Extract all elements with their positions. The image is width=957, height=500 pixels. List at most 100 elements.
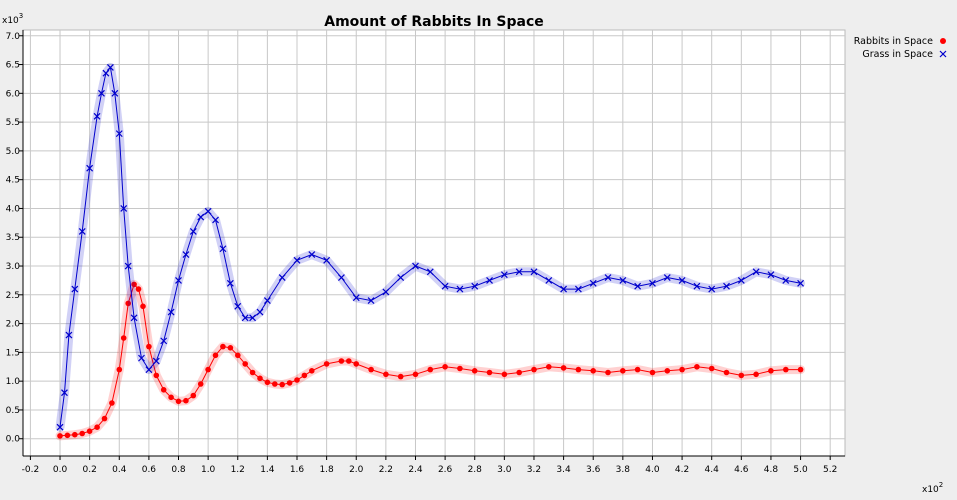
x-tick-label: -0.2: [22, 465, 40, 475]
data-point: [109, 400, 115, 406]
data-point: [783, 366, 789, 373]
data-point: [560, 365, 567, 371]
x-tick-label: 3.8: [616, 465, 631, 475]
series-layer: [55, 62, 806, 441]
data-point: [620, 368, 626, 374]
y-tick-label: 3.0: [6, 262, 21, 272]
x-tick-label: 2.6: [438, 465, 453, 475]
data-point: [61, 389, 68, 397]
legend: Rabbits in Space Grass in Space: [854, 36, 947, 60]
data-point: [397, 373, 404, 380]
data-point: [131, 281, 137, 288]
x-tick-label: 2.4: [408, 465, 423, 475]
data-point: [530, 268, 538, 276]
data-point: [120, 205, 128, 212]
x-tick-label: 1.6: [290, 465, 305, 475]
data-point: [575, 366, 582, 373]
x-tick-label: 4.4: [705, 465, 720, 475]
data-point: [71, 285, 79, 293]
data-point: [634, 282, 642, 290]
x-tick-label: 4.6: [734, 465, 749, 475]
data-point: [242, 361, 248, 367]
data-point: [160, 337, 168, 345]
x-multiplier-label: x102: [922, 481, 943, 495]
data-point: [56, 423, 64, 431]
y-tick-label: 3.5: [6, 233, 20, 243]
data-point: [338, 358, 345, 364]
data-point: [256, 308, 264, 316]
x-tick-label: 0.4: [112, 465, 127, 475]
data-point: [456, 285, 464, 293]
x-tick-label: 2.0: [349, 465, 364, 475]
data-point: [65, 331, 73, 339]
data-point: [78, 228, 86, 235]
x-tick-label: 5.0: [793, 465, 808, 475]
legend-marker-grass: [939, 50, 947, 58]
x-tick-label: 0.2: [82, 465, 96, 475]
data-point: [294, 377, 300, 383]
data-point: [664, 368, 671, 374]
x-tick-label: 2.8: [468, 465, 483, 475]
data-point: [368, 366, 374, 373]
data-point: [86, 428, 93, 435]
x-tick-label: 3.6: [586, 465, 601, 475]
data-point: [153, 372, 160, 379]
y-tick-label: 1.0: [6, 377, 21, 387]
data-point: [152, 357, 160, 365]
series-rabbits: [55, 279, 806, 441]
data-point: [426, 268, 434, 276]
data-point: [220, 343, 226, 350]
data-point: [226, 279, 234, 287]
data-point: [183, 397, 189, 404]
y-tick-label: 5.5: [6, 118, 20, 128]
data-point: [353, 361, 360, 367]
x-tick-label: 2.2: [379, 465, 393, 475]
data-point: [278, 274, 286, 281]
x-tick-label: 4.2: [675, 465, 689, 475]
data-point: [679, 366, 685, 373]
data-point: [619, 276, 627, 284]
data-point: [227, 345, 234, 351]
data-point: [212, 216, 219, 224]
data-point: [531, 366, 537, 373]
legend-label-rabbits: Rabbits in Space: [854, 36, 933, 47]
data-point: [301, 372, 308, 379]
data-point: [130, 314, 138, 322]
data-point: [205, 366, 211, 373]
data-point: [500, 271, 508, 279]
data-point: [797, 366, 804, 373]
data-point: [234, 302, 242, 310]
x-tick-label: 1.2: [231, 465, 245, 475]
data-point: [72, 431, 78, 438]
data-point: [101, 415, 108, 422]
data-point: [111, 89, 119, 97]
data-point: [168, 394, 174, 401]
data-point: [124, 262, 132, 270]
x-tick-label: 3.0: [497, 465, 512, 475]
data-point: [309, 368, 315, 374]
data-point: [605, 369, 611, 376]
data-point: [167, 308, 175, 316]
x-tick-label: 1.0: [201, 465, 216, 475]
data-point: [723, 282, 730, 290]
data-point: [189, 228, 197, 235]
data-point: [486, 276, 493, 284]
data-point: [135, 286, 142, 292]
data-point: [57, 433, 63, 439]
data-point: [471, 282, 479, 290]
data-point: [197, 381, 204, 387]
data-point: [515, 268, 523, 276]
data-point: [649, 369, 656, 376]
data-point: [693, 282, 701, 290]
data-point: [604, 274, 612, 281]
data-point: [574, 285, 582, 293]
data-point: [346, 358, 352, 364]
data-point: [79, 430, 85, 437]
series-grass: [55, 62, 806, 432]
data-point: [249, 369, 256, 376]
data-point: [64, 432, 71, 439]
y-multiplier-label: x103: [2, 12, 23, 26]
y-tick-label: 4.0: [6, 204, 21, 214]
data-point: [383, 371, 389, 378]
